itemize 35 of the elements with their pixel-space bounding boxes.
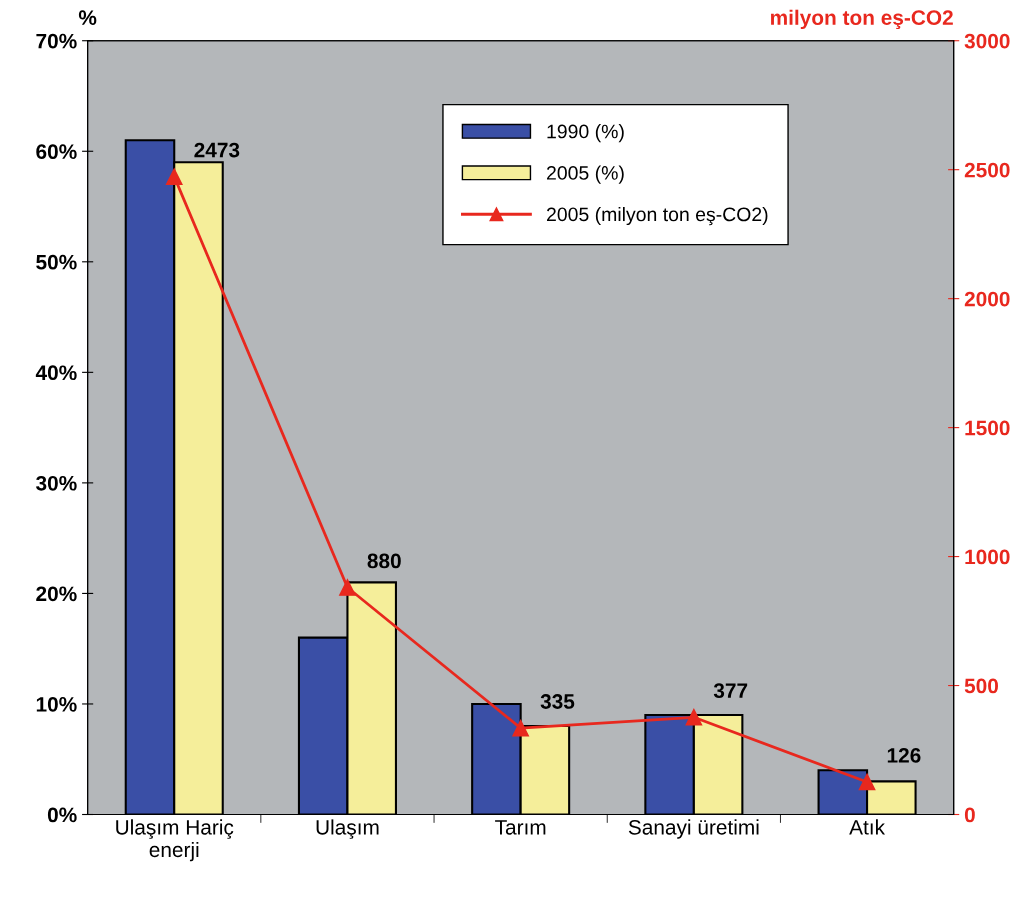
point xyxy=(512,719,529,737)
y-tick-label: 30% xyxy=(36,475,77,491)
y-tick-label: 10% xyxy=(36,696,77,712)
y-tick-label: 70% xyxy=(36,33,77,49)
y-tick-label: 40% xyxy=(35,365,77,381)
legend-label: 1990 (%) xyxy=(547,124,624,143)
y-tick-label: 50% xyxy=(36,254,77,270)
point xyxy=(165,168,183,185)
data-label: 126 xyxy=(887,748,921,763)
y2-tick-label: 2000 xyxy=(964,291,1010,307)
point xyxy=(339,579,356,596)
y-tick-label: 60% xyxy=(36,144,77,160)
y-tick-label: 20% xyxy=(36,586,77,602)
y-axis-title: % xyxy=(78,10,97,25)
y2-tick-label: 1500 xyxy=(965,420,1010,436)
data-label: 880 xyxy=(367,553,401,569)
y-tick-label: 0% xyxy=(47,807,77,823)
point xyxy=(685,708,703,726)
y2-tick-label: 3000 xyxy=(964,33,1010,49)
x-tick-label: Atık xyxy=(849,819,886,835)
data-label: 2473 xyxy=(194,142,240,158)
data-label: 377 xyxy=(713,683,748,699)
y2-tick-label: 1000 xyxy=(965,549,1010,565)
data-label: 335 xyxy=(540,694,575,709)
legend-label: 2005 (milyon ton eş-CO2) xyxy=(546,206,768,226)
y2-tick-label: 2500 xyxy=(964,162,1010,178)
x-tick-label: Ulaşım Hariç enerji xyxy=(116,819,234,862)
x-tick-label: Sanayi üretimi xyxy=(628,819,759,839)
y2-tick-label: 500 xyxy=(964,678,998,694)
point xyxy=(858,773,876,791)
x-tick-label: Tarım xyxy=(495,820,546,835)
y2-axis-title: milyon ton eş-CO2 xyxy=(771,9,953,30)
x-tick-label: Ulaşım xyxy=(316,819,379,839)
legend-label: 2005 (%) xyxy=(546,165,624,184)
y2-tick-label: 0 xyxy=(964,807,975,823)
